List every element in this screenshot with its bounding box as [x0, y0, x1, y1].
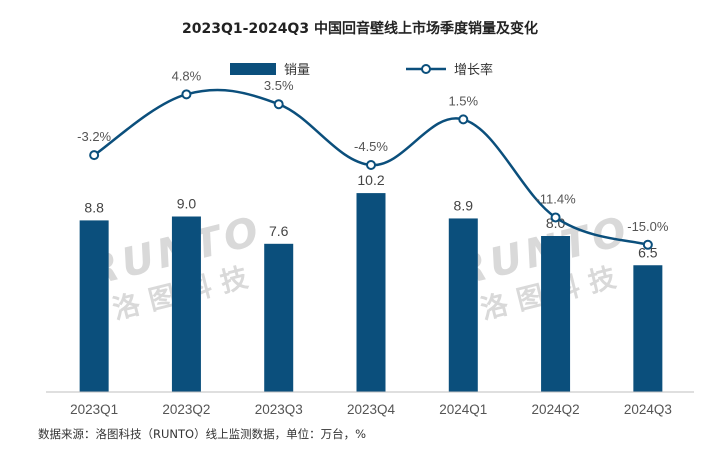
growth-rate-point — [273, 99, 284, 110]
bar — [264, 243, 294, 392]
bar-value-label: 9.0 — [177, 196, 197, 212]
bar — [448, 218, 478, 392]
bar-value-label: 8.0 — [546, 215, 566, 231]
bar-series: 8.8 9.0 7.6 10.2 8.9 8.0 6.5 — [79, 172, 663, 392]
bar — [633, 265, 663, 392]
bar — [356, 193, 386, 392]
growth-rate-point — [642, 239, 653, 250]
x-tick-label: 2023Q4 — [347, 402, 396, 417]
legend-bar-swatch — [230, 63, 276, 75]
growth-rate-point — [550, 212, 561, 223]
growth-rate-label: -11.4% — [535, 191, 576, 206]
growth-rate-label: 4.8% — [172, 68, 202, 83]
bar-value-label: 8.8 — [84, 199, 104, 215]
bar-value-label: 8.9 — [454, 197, 474, 213]
legend-line-marker — [421, 64, 431, 74]
x-axis-ticks: 2023Q1 2023Q2 2023Q3 2023Q4 2024Q1 2024Q2 2024… — [70, 402, 672, 417]
source-note: 数据来源：洛图科技（RUNTO）线上监测数据，单位：万台，% — [38, 427, 366, 441]
x-tick-label: 2024Q1 — [439, 402, 487, 417]
line-series: -3.2% 4.8% 3.5% -4.5% 1.5% -11.4% -15.0% — [77, 68, 669, 250]
legend-line-label: 增长率 — [454, 62, 493, 78]
bar — [541, 236, 571, 392]
bar — [171, 216, 201, 392]
chart-title: 2023Q1-2024Q3 中国回音壁线上市场季度销量及变化 — [182, 20, 538, 37]
x-tick-label: 2023Q1 — [70, 402, 118, 417]
growth-rate-point — [458, 114, 469, 125]
bar — [79, 220, 109, 392]
x-tick-label: 2023Q2 — [162, 402, 210, 417]
growth-rate-point — [89, 150, 100, 161]
bar-value-label: 7.6 — [269, 223, 289, 239]
growth-rate-point — [181, 89, 192, 100]
bar-value-label: 6.5 — [638, 244, 658, 260]
legend-bar-label: 销量 — [284, 63, 310, 78]
x-tick-label: 2024Q2 — [532, 402, 580, 417]
growth-rate-label: 1.5% — [448, 93, 478, 108]
bar-value-label: 10.2 — [357, 172, 384, 188]
x-tick-label: 2024Q3 — [624, 402, 672, 417]
growth-rate-label: -4.5% — [354, 139, 388, 154]
growth-rate-label: 3.5% — [264, 78, 294, 93]
legend: 销量 增长率 — [230, 62, 493, 78]
growth-rate-label: -3.2% — [77, 129, 111, 144]
x-tick-label: 2023Q3 — [255, 402, 303, 417]
growth-rate-point — [366, 160, 376, 170]
growth-rate-label: -15.0% — [627, 219, 669, 234]
